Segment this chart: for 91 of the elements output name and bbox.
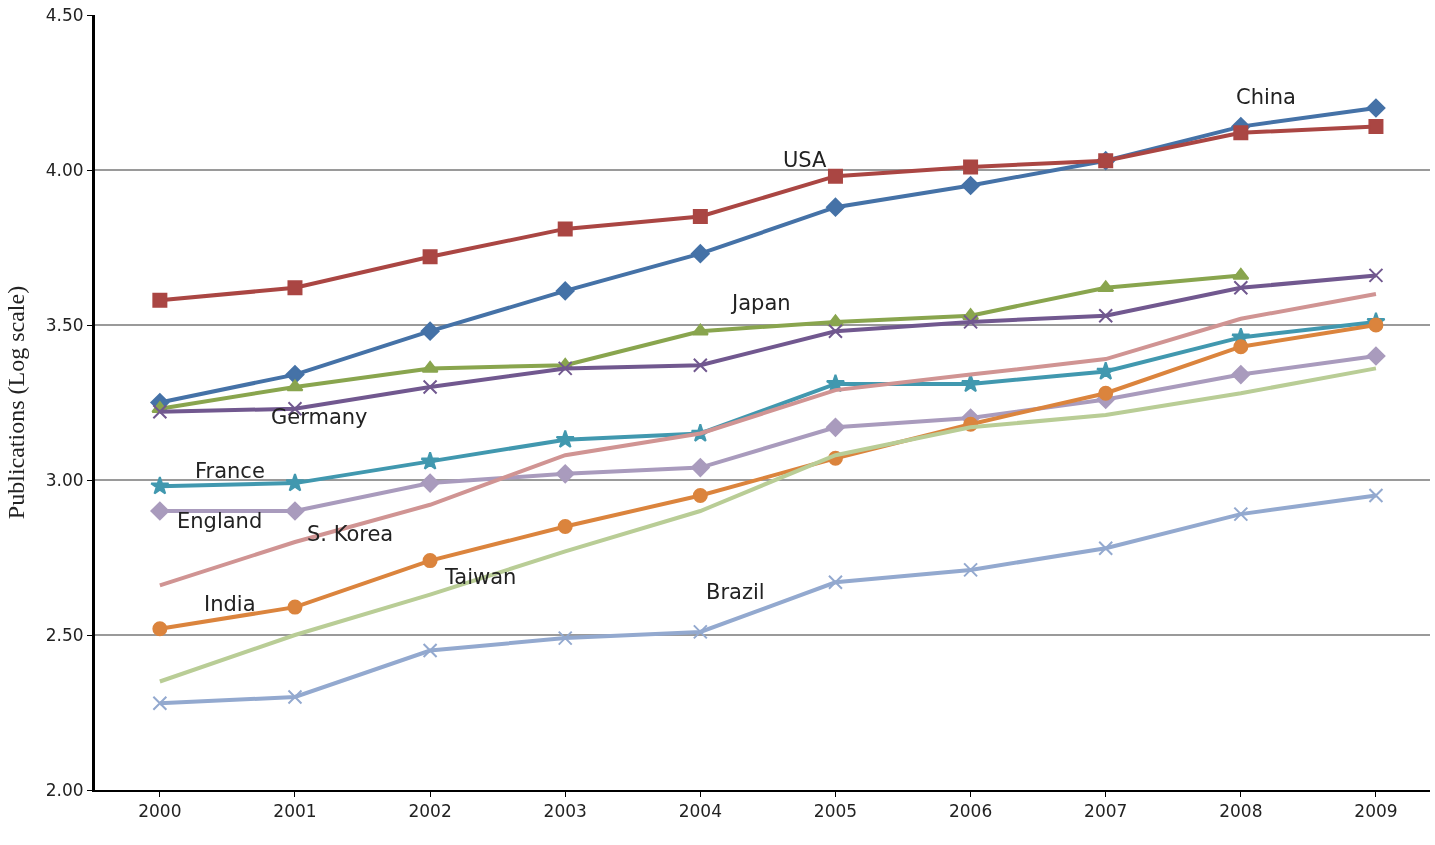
x-tick-label: 2007 bbox=[1084, 801, 1128, 822]
x-tick-label: 2002 bbox=[408, 801, 452, 822]
series-label: Brazil bbox=[706, 580, 765, 604]
point bbox=[420, 321, 440, 341]
point bbox=[1098, 385, 1114, 401]
point bbox=[422, 379, 438, 395]
x-tick-label: 2000 bbox=[138, 801, 182, 822]
point bbox=[150, 501, 170, 521]
point bbox=[555, 429, 575, 449]
point bbox=[1368, 119, 1384, 135]
point bbox=[420, 451, 440, 470]
point bbox=[287, 689, 303, 705]
point bbox=[285, 473, 305, 492]
series-label: France bbox=[195, 459, 265, 483]
point bbox=[961, 176, 981, 195]
point bbox=[827, 168, 843, 184]
point bbox=[1233, 125, 1249, 141]
point bbox=[826, 197, 845, 217]
point bbox=[557, 360, 573, 376]
point bbox=[1366, 98, 1386, 118]
point bbox=[422, 643, 438, 658]
point bbox=[690, 244, 710, 264]
point bbox=[152, 621, 168, 637]
x-tick-label: 2001 bbox=[273, 801, 317, 822]
point bbox=[1368, 317, 1384, 333]
point bbox=[557, 519, 573, 534]
point bbox=[963, 159, 979, 175]
point bbox=[421, 360, 439, 373]
point bbox=[1232, 267, 1250, 280]
series-label: India bbox=[204, 592, 256, 616]
point bbox=[150, 476, 170, 495]
x-tick-label: 2009 bbox=[1354, 801, 1398, 822]
point bbox=[1097, 280, 1115, 293]
y-axis-title: Publications (Log scale) bbox=[2, 285, 29, 520]
x-tick-label: 2004 bbox=[678, 801, 722, 822]
point bbox=[692, 624, 708, 640]
point bbox=[691, 323, 709, 336]
point bbox=[1233, 280, 1249, 296]
series-label: Taiwan bbox=[444, 565, 517, 589]
point bbox=[1233, 339, 1249, 355]
point bbox=[692, 209, 708, 224]
point bbox=[692, 488, 708, 503]
point bbox=[1098, 540, 1114, 556]
point bbox=[285, 501, 305, 521]
point bbox=[690, 458, 710, 478]
line-series bbox=[157, 366, 1378, 684]
point bbox=[422, 249, 438, 265]
point bbox=[963, 314, 979, 330]
point bbox=[152, 695, 168, 711]
point bbox=[692, 357, 708, 373]
point bbox=[557, 221, 573, 237]
point bbox=[285, 365, 305, 385]
point bbox=[826, 417, 845, 437]
y-tick-label: 4.50 bbox=[45, 4, 84, 25]
y-tick-label: 2.50 bbox=[45, 624, 84, 645]
point bbox=[960, 373, 981, 393]
x-tick-label: 2006 bbox=[948, 801, 993, 822]
series-label: Germany bbox=[271, 405, 368, 429]
point bbox=[420, 473, 440, 493]
y-tick-label: 3.00 bbox=[45, 469, 84, 490]
point bbox=[152, 404, 168, 420]
y-tick-label: 2.00 bbox=[45, 779, 84, 800]
x-tick-label: 2008 bbox=[1219, 801, 1263, 822]
x-tick-label: 2005 bbox=[813, 801, 858, 822]
point bbox=[963, 562, 979, 578]
point bbox=[1096, 361, 1116, 380]
x-tick-label: 2003 bbox=[543, 801, 587, 822]
point bbox=[152, 292, 168, 308]
series-label: China bbox=[1236, 85, 1296, 109]
point bbox=[555, 281, 575, 301]
point bbox=[1366, 346, 1386, 366]
point bbox=[555, 464, 575, 484]
series-label: USA bbox=[783, 148, 828, 172]
series-label: S. Korea bbox=[307, 522, 394, 546]
point bbox=[1368, 488, 1384, 503]
point bbox=[827, 323, 843, 339]
point bbox=[287, 599, 303, 615]
point bbox=[287, 280, 303, 296]
point bbox=[1231, 365, 1251, 385]
point bbox=[557, 630, 573, 646]
series-label: Japan bbox=[730, 291, 791, 315]
point bbox=[422, 553, 438, 569]
series-label: England bbox=[177, 509, 263, 533]
point bbox=[1098, 308, 1114, 324]
point bbox=[826, 314, 844, 327]
y-tick-label: 3.50 bbox=[45, 314, 84, 335]
point bbox=[1368, 267, 1384, 283]
point bbox=[286, 379, 304, 392]
point bbox=[1233, 506, 1249, 522]
y-tick-label: 4.00 bbox=[45, 159, 84, 180]
point bbox=[827, 574, 843, 590]
